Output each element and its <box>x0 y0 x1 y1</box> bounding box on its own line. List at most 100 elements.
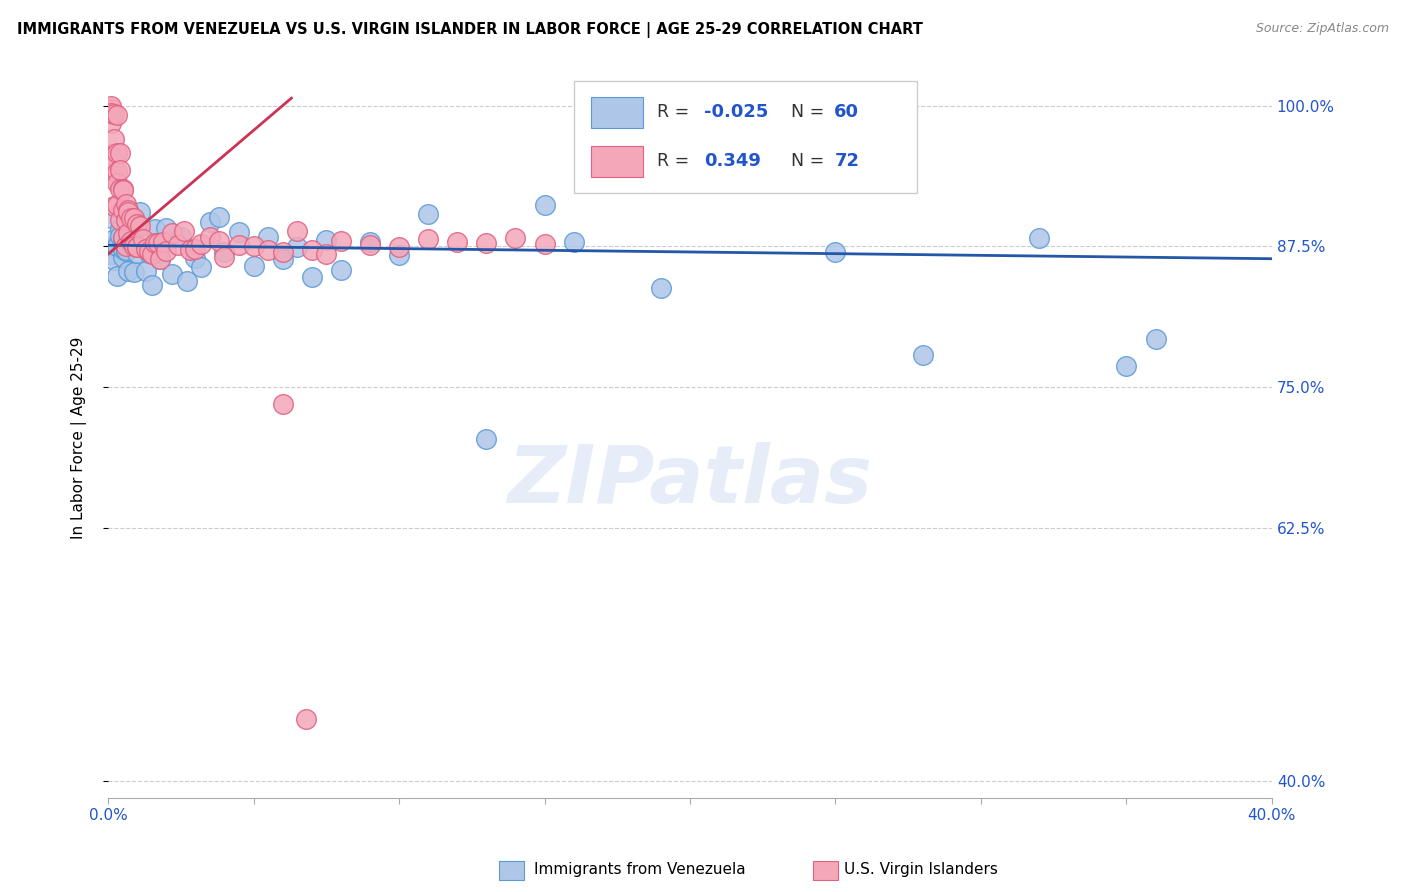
Point <box>117 226 139 240</box>
Text: U.S. Virgin Islanders: U.S. Virgin Islanders <box>844 863 997 877</box>
Point <box>152 235 174 249</box>
Point <box>271 252 294 266</box>
Point <box>214 251 236 265</box>
Point <box>108 182 131 196</box>
Point <box>105 239 128 253</box>
FancyBboxPatch shape <box>591 97 644 128</box>
Text: IMMIGRANTS FROM VENEZUELA VS U.S. VIRGIN ISLANDER IN LABOR FORCE | AGE 25-29 COR: IMMIGRANTS FROM VENEZUELA VS U.S. VIRGIN… <box>17 22 922 38</box>
Point <box>111 250 134 264</box>
Point <box>228 237 250 252</box>
Point <box>132 240 155 254</box>
Point <box>173 224 195 238</box>
Point <box>446 235 468 249</box>
Point <box>108 213 131 227</box>
Point <box>824 244 846 259</box>
Point <box>179 244 201 258</box>
Text: 72: 72 <box>834 153 859 170</box>
Point <box>155 244 177 259</box>
Point <box>242 260 264 274</box>
Text: N =: N = <box>792 103 830 121</box>
Text: 0.349: 0.349 <box>704 153 761 170</box>
Point <box>111 242 134 256</box>
Point <box>120 237 142 252</box>
Point <box>242 239 264 253</box>
Y-axis label: In Labor Force | Age 25-29: In Labor Force | Age 25-29 <box>72 336 87 539</box>
Point <box>257 243 280 257</box>
Point <box>132 231 155 245</box>
Point <box>505 230 527 244</box>
Point <box>105 176 128 190</box>
Point <box>100 147 122 161</box>
Point <box>114 244 136 258</box>
Point <box>155 221 177 235</box>
Point <box>170 230 193 244</box>
Point <box>105 146 128 161</box>
Point <box>184 251 207 265</box>
Point <box>100 99 122 113</box>
Text: N =: N = <box>792 153 830 170</box>
Point <box>198 214 221 228</box>
Point <box>105 239 128 253</box>
Point <box>103 252 125 267</box>
Point <box>149 252 172 267</box>
Point <box>111 182 134 196</box>
FancyBboxPatch shape <box>574 81 917 193</box>
Point <box>127 240 149 254</box>
Point <box>122 211 145 226</box>
Point <box>1028 231 1050 245</box>
Point <box>533 236 555 251</box>
Point <box>146 235 169 250</box>
Point <box>271 245 294 260</box>
Point <box>388 240 411 254</box>
Point <box>111 203 134 218</box>
Point <box>301 243 323 257</box>
Point <box>1144 332 1167 346</box>
Point <box>122 239 145 253</box>
Point <box>359 235 381 249</box>
Point <box>176 274 198 288</box>
Point <box>141 277 163 292</box>
Point <box>650 281 672 295</box>
Point <box>105 165 128 179</box>
Point <box>117 230 139 244</box>
Point <box>120 211 142 225</box>
Point <box>214 244 236 259</box>
Text: Immigrants from Venezuela: Immigrants from Venezuela <box>534 863 747 877</box>
Point <box>301 269 323 284</box>
Point <box>285 224 308 238</box>
Point <box>1115 359 1137 373</box>
Text: R =: R = <box>658 153 700 170</box>
Point <box>114 197 136 211</box>
Point <box>138 246 160 260</box>
Point <box>416 207 439 221</box>
Point <box>127 245 149 260</box>
Text: ZIPatlas: ZIPatlas <box>508 442 873 520</box>
Point <box>114 239 136 253</box>
Point <box>208 234 231 248</box>
Point <box>533 198 555 212</box>
Point <box>198 229 221 244</box>
Point <box>911 348 934 362</box>
Point <box>122 265 145 279</box>
Point <box>103 132 125 146</box>
FancyBboxPatch shape <box>591 146 644 177</box>
Point <box>100 211 122 225</box>
Point <box>475 433 498 447</box>
Point <box>295 712 318 726</box>
Point <box>100 105 122 120</box>
Point <box>285 240 308 254</box>
Point <box>103 239 125 253</box>
Point <box>190 260 212 274</box>
Point <box>135 243 157 257</box>
Point <box>120 235 142 249</box>
Point <box>122 211 145 225</box>
Point <box>103 199 125 213</box>
Point <box>108 222 131 236</box>
Point <box>315 247 337 261</box>
Text: 60: 60 <box>834 103 859 121</box>
Point <box>127 218 149 232</box>
Point <box>329 234 352 248</box>
Point <box>127 236 149 251</box>
Point <box>103 232 125 246</box>
Point <box>315 233 337 247</box>
